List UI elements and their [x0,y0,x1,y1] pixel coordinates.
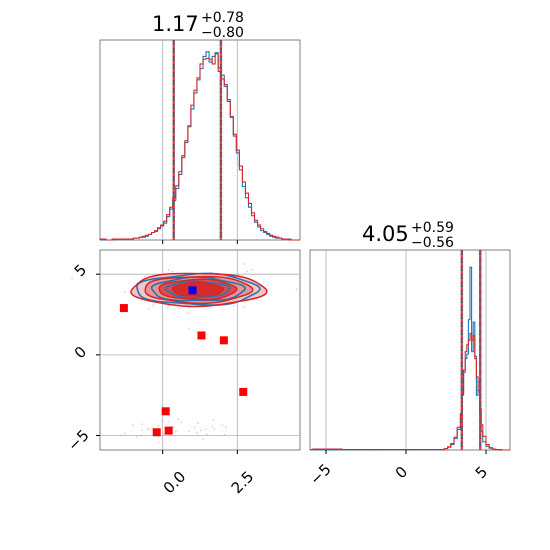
marginal-y-title-plus: +0.59 [411,220,454,236]
joint-sample-point [147,307,150,310]
joint-sample-point [147,274,149,276]
joint-sample-point [166,306,169,309]
panel-marginal-y: 4.05 +0.59 −0.56 −5 0 5 [306,220,511,489]
panel-joint-markers [119,286,248,437]
panel-marginal-x: 1.17 +0.78 −0.80 [99,10,301,244]
joint-sample-point [188,327,190,330]
joint-red-square-marker-0 [119,304,128,313]
marginal-x-title-plus: +0.78 [201,10,244,26]
joint-contour-red-1 [144,275,254,305]
joint-sample-point [199,429,202,432]
joint-contour-red-0 [130,272,268,308]
joint-sample-point [213,427,216,430]
joint-contour-blue-1 [150,276,247,302]
panel-marginal-y-histograms [309,266,510,451]
panel-joint-contours [130,272,268,308]
joint-sample-point [202,438,205,441]
joint-sample-point [195,431,198,434]
panel-marginal-y-quantiles [460,250,482,450]
joint-sample-point [187,430,190,433]
joint-sample-point [176,418,179,421]
panel-marginal-x-quantiles [172,40,223,240]
marginal-y-title-value: 4.05 [362,222,409,246]
joint-sample-point [206,433,209,436]
joint-sample-point [140,434,143,437]
joint-contour-blue-2 [164,280,231,299]
joint-sample-point [295,288,298,291]
joint-sample-point [243,306,246,309]
joint-sample-point [157,424,160,427]
joint-red-square-marker-5 [152,428,161,437]
panel-marginal-y-grid [325,250,487,450]
panel-marginal-x-histograms [99,51,300,241]
joint-sample-point [186,312,189,315]
joint-sample-point [233,304,235,307]
joint-contour-red-3 [171,281,225,297]
joint-contour-blue-0 [136,272,261,306]
joint-sample-point [163,432,165,435]
joint-sample-point [143,275,146,278]
joint-sample-point [205,428,207,431]
marginal-y-histogram-1 [309,332,510,451]
joint-red-square-marker-6 [164,426,173,435]
joint-sample-point [251,268,254,271]
joint-sample-point [152,304,155,307]
joint-sample-point [141,429,143,432]
joint-sample-point [135,435,138,438]
joint-sample-point [131,424,134,426]
joint-sample-point [171,270,174,273]
joint-ytick-label-1: 0 [71,343,90,362]
joint-red-square-marker-3 [239,387,248,396]
panel-joint: 0.0 2.5 5 0 −5 [64,249,301,498]
panel-marginal-x-grid [162,40,238,240]
panel-marginal-x-ticks [162,240,238,244]
joint-sample-point [123,432,126,435]
joint-blue-square-marker [188,286,197,295]
joint-ytick-label-2: −5 [64,426,92,454]
joint-sample-point [175,430,177,432]
joint-sample-point [172,426,175,429]
panel-marginal-y-ticks [325,450,487,454]
marginal-y-xtick-label-0: −5 [306,460,334,488]
joint-sample-point [167,269,170,271]
marginal-y-title-minus: −0.56 [411,235,454,251]
joint-sample-point [179,421,182,424]
joint-sample-point [193,426,196,428]
joint-density-fill-red-3 [172,282,224,296]
joint-sample-point [223,433,226,436]
joint-sample-point [197,422,200,425]
joint-sample-point [246,270,249,273]
joint-sample-point [167,304,170,307]
joint-sample-point [161,419,164,422]
joint-sample-point [212,419,215,421]
joint-sample-point [71,277,74,280]
joint-sample-point [140,423,143,426]
joint-sample-point [148,428,150,431]
joint-sample-point [225,426,227,429]
marginal-y-xtick-label-2: 5 [472,463,491,482]
marginal-y-xtick-label-1: 0 [392,463,411,482]
joint-sample-point [123,291,126,293]
joint-sample-point [221,424,224,427]
joint-contour-red-2 [158,278,238,301]
joint-xtick-label-0: 0.0 [160,468,190,498]
joint-red-square-marker-2 [219,336,228,345]
panel-joint-ticks [96,273,238,454]
joint-sample-point [211,425,214,428]
joint-sample-point [178,307,181,310]
joint-red-square-marker-1 [197,331,206,340]
joint-sample-point [120,434,123,437]
panel-marginal-y-frame [309,249,511,451]
joint-sample-point [174,434,176,437]
marginal-x-title-value: 1.17 [152,12,199,36]
joint-ytick-label-0: 5 [71,261,90,280]
joint-red-square-marker-4 [161,407,170,416]
joint-sample-point [243,263,246,265]
joint-xtick-label-1: 2.5 [228,468,258,498]
marginal-x-title-minus: −0.80 [201,25,244,41]
marginal-x-histogram-1 [99,53,300,241]
joint-sample-point [167,420,170,423]
joint-sample-point [157,441,160,444]
